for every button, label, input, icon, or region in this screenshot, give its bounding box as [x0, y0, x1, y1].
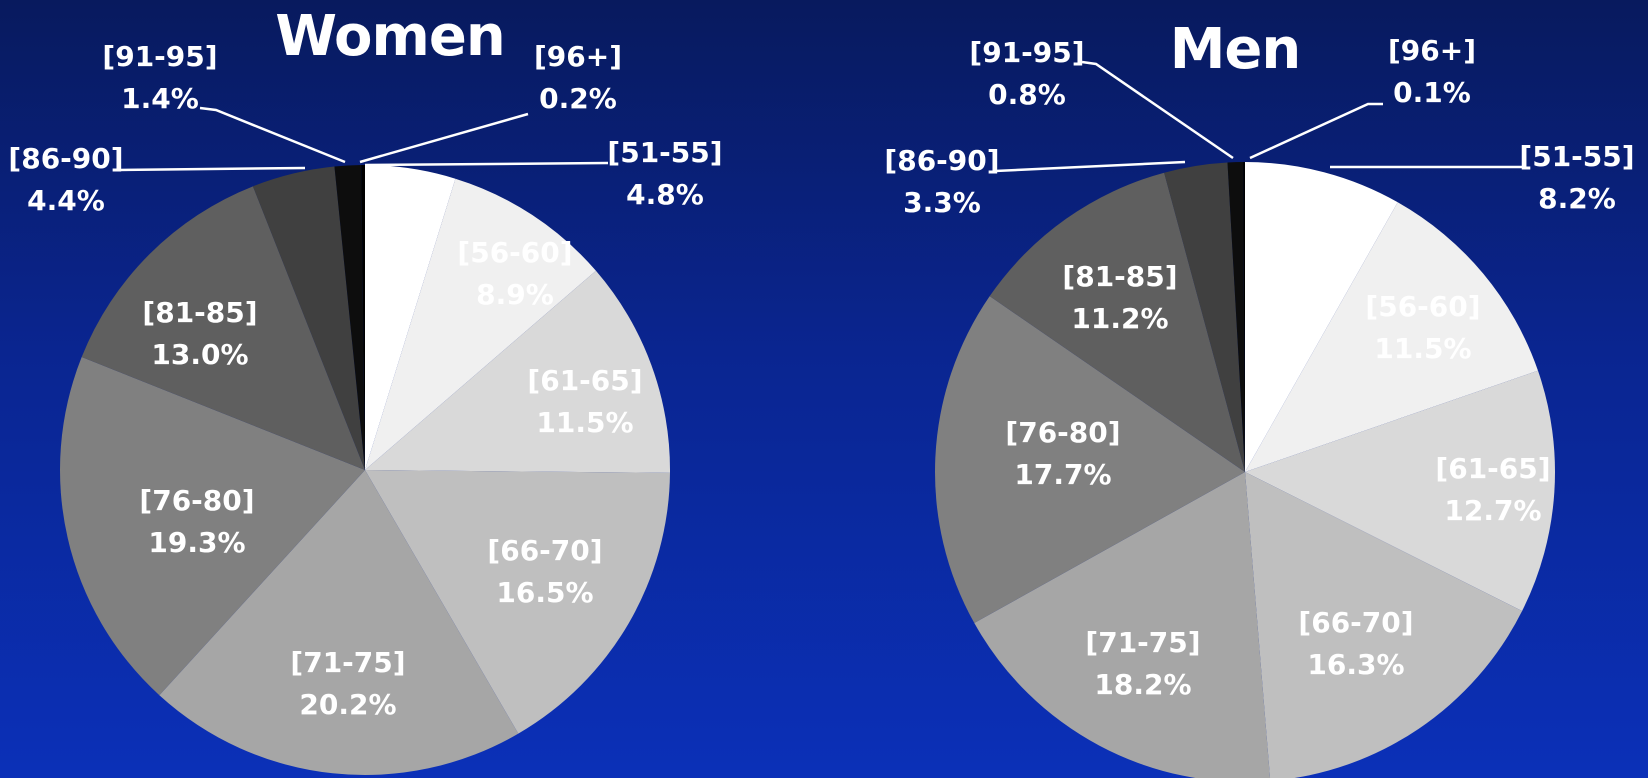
slice-category-label: [86-90] — [8, 142, 123, 175]
slice-percent-label: 11.2% — [1071, 302, 1168, 335]
pie-slice — [252, 166, 365, 470]
slice-category-label: [81-85] — [1062, 260, 1177, 293]
slice-category-label: [66-70] — [487, 534, 602, 567]
pie-slice — [365, 470, 670, 734]
slice-percent-label: 4.4% — [27, 184, 105, 217]
slice-percent-label: 13.0% — [151, 338, 248, 371]
slice-category-label: [76-80] — [139, 484, 254, 517]
pie-slice — [159, 470, 519, 775]
slice-percent-label: 17.7% — [1014, 458, 1111, 491]
women-chart-title: Women — [275, 4, 504, 69]
leader-line — [117, 166, 306, 172]
pie-slice — [361, 165, 365, 470]
slice-category-label: [76-80] — [1005, 416, 1120, 449]
pie-slice — [365, 270, 670, 473]
pie-labels: [51-55] 8.2% [56-60] 11.5% [61-65] 12.7% [66-7… — [884, 34, 1634, 701]
slice-percent-label: 12.7% — [1444, 494, 1541, 527]
pie-slice — [334, 165, 365, 470]
pie-slice — [60, 357, 365, 696]
slice-percent-label: 16.5% — [496, 576, 593, 609]
pie-slice — [1227, 162, 1245, 473]
slice-percent-label: 8.2% — [1538, 182, 1616, 215]
pie-slice — [1243, 162, 1245, 472]
pie-slice — [81, 186, 365, 470]
slice-category-label: [86-90] — [884, 144, 999, 177]
pie-slice — [935, 296, 1245, 624]
slice-category-label: [51-55] — [607, 136, 722, 169]
slice-category-label: [91-95] — [102, 40, 217, 73]
pie-slice — [974, 472, 1271, 778]
slice-category-label: [96+] — [534, 40, 622, 73]
slice-percent-label: 1.4% — [121, 82, 199, 115]
pie-slice — [365, 178, 596, 470]
pie-slice — [1164, 162, 1245, 472]
men-pie: [51-55] 8.2% [56-60] 11.5% [61-65] 12.7% [66-7… — [884, 34, 1635, 778]
pie-slices — [935, 162, 1555, 778]
leader-line — [994, 160, 1186, 173]
pie-slices — [60, 165, 670, 775]
women-chart: Women [51-55] 4.8% [56-60] 8.9% [61-65] 11.5%… — [8, 4, 723, 775]
leader-line — [1081, 60, 1234, 160]
leader-line — [359, 112, 529, 164]
pie-slice — [1245, 202, 1538, 472]
pie-slice — [1245, 370, 1555, 611]
leader-line — [364, 161, 609, 167]
slice-category-label: [71-75] — [1085, 626, 1200, 659]
pie-slice — [1245, 162, 1398, 472]
slice-percent-label: 11.5% — [536, 406, 633, 439]
pie-slice — [989, 172, 1245, 472]
slice-category-label: [61-65] — [1435, 452, 1550, 485]
women-pie: [51-55] 4.8% [56-60] 8.9% [61-65] 11.5% [66-70… — [8, 40, 723, 775]
slice-category-label: [96+] — [1388, 34, 1476, 67]
slice-category-label: [56-60] — [1365, 290, 1480, 323]
slice-percent-label: 20.2% — [299, 688, 396, 721]
slice-category-label: [91-95] — [969, 36, 1084, 69]
leader-line — [1249, 102, 1383, 160]
men-chart: Men [51-55]8.2%[56-60]11.5%[61-65]12.7%[… — [884, 17, 1635, 778]
slice-percent-label: 11.5% — [1374, 332, 1471, 365]
slice-category-label: [71-75] — [290, 646, 405, 679]
pie-slice — [1245, 472, 1523, 778]
slice-category-label: [51-55] — [1519, 140, 1634, 173]
men-chart-title: Men — [1170, 17, 1301, 82]
pie-slice — [365, 165, 456, 470]
slice-category-label: [66-70] — [1298, 606, 1413, 639]
slice-percent-label: 0.1% — [1393, 76, 1471, 109]
slice-percent-label: 16.3% — [1307, 648, 1404, 681]
slice-percent-label: 0.2% — [539, 82, 617, 115]
slice-percent-label: 3.3% — [903, 186, 981, 219]
pie-labels: [51-55] 4.8% [56-60] 8.9% [61-65] 11.5% [66-70… — [8, 40, 722, 721]
slice-percent-label: 8.9% — [476, 278, 554, 311]
slice-percent-label: 4.8% — [626, 178, 704, 211]
slice-category-label: [81-85] — [142, 296, 257, 329]
slice-percent-label: 19.3% — [148, 526, 245, 559]
slice-percent-label: 18.2% — [1094, 668, 1191, 701]
leader-line — [199, 106, 346, 164]
slice-category-label: [61-65] — [527, 364, 642, 397]
slice-percent-label: 0.8% — [988, 78, 1066, 111]
slice-category-label: [56-60] — [457, 236, 572, 269]
